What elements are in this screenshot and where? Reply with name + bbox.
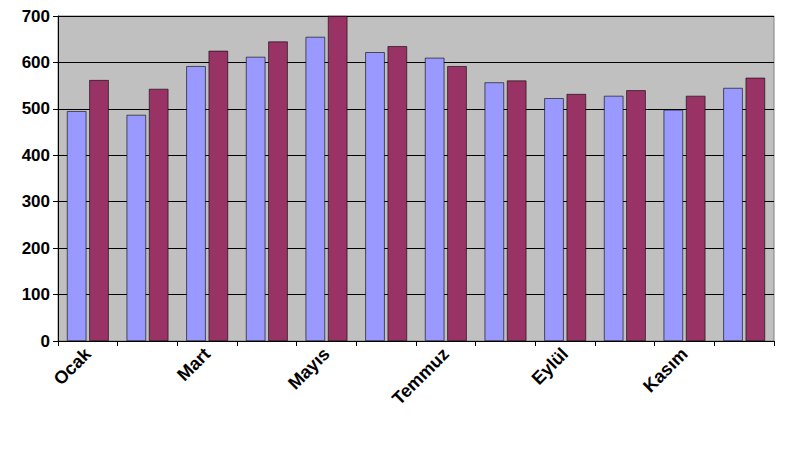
svg-text:Ocak: Ocak	[50, 343, 96, 389]
svg-text:300: 300	[22, 192, 50, 211]
svg-text:400: 400	[22, 146, 50, 165]
svg-text:600: 600	[22, 53, 50, 72]
svg-text:Mart: Mart	[173, 344, 214, 385]
svg-text:Kasım: Kasım	[639, 344, 691, 396]
svg-text:700: 700	[22, 7, 50, 26]
svg-text:0: 0	[41, 332, 50, 351]
svg-text:200: 200	[22, 239, 50, 258]
svg-text:500: 500	[22, 99, 50, 118]
svg-text:Mayıs: Mayıs	[284, 344, 333, 393]
svg-text:Temmuz: Temmuz	[388, 344, 453, 409]
svg-text:Eylül: Eylül	[528, 344, 573, 389]
svg-text:100: 100	[22, 285, 50, 304]
